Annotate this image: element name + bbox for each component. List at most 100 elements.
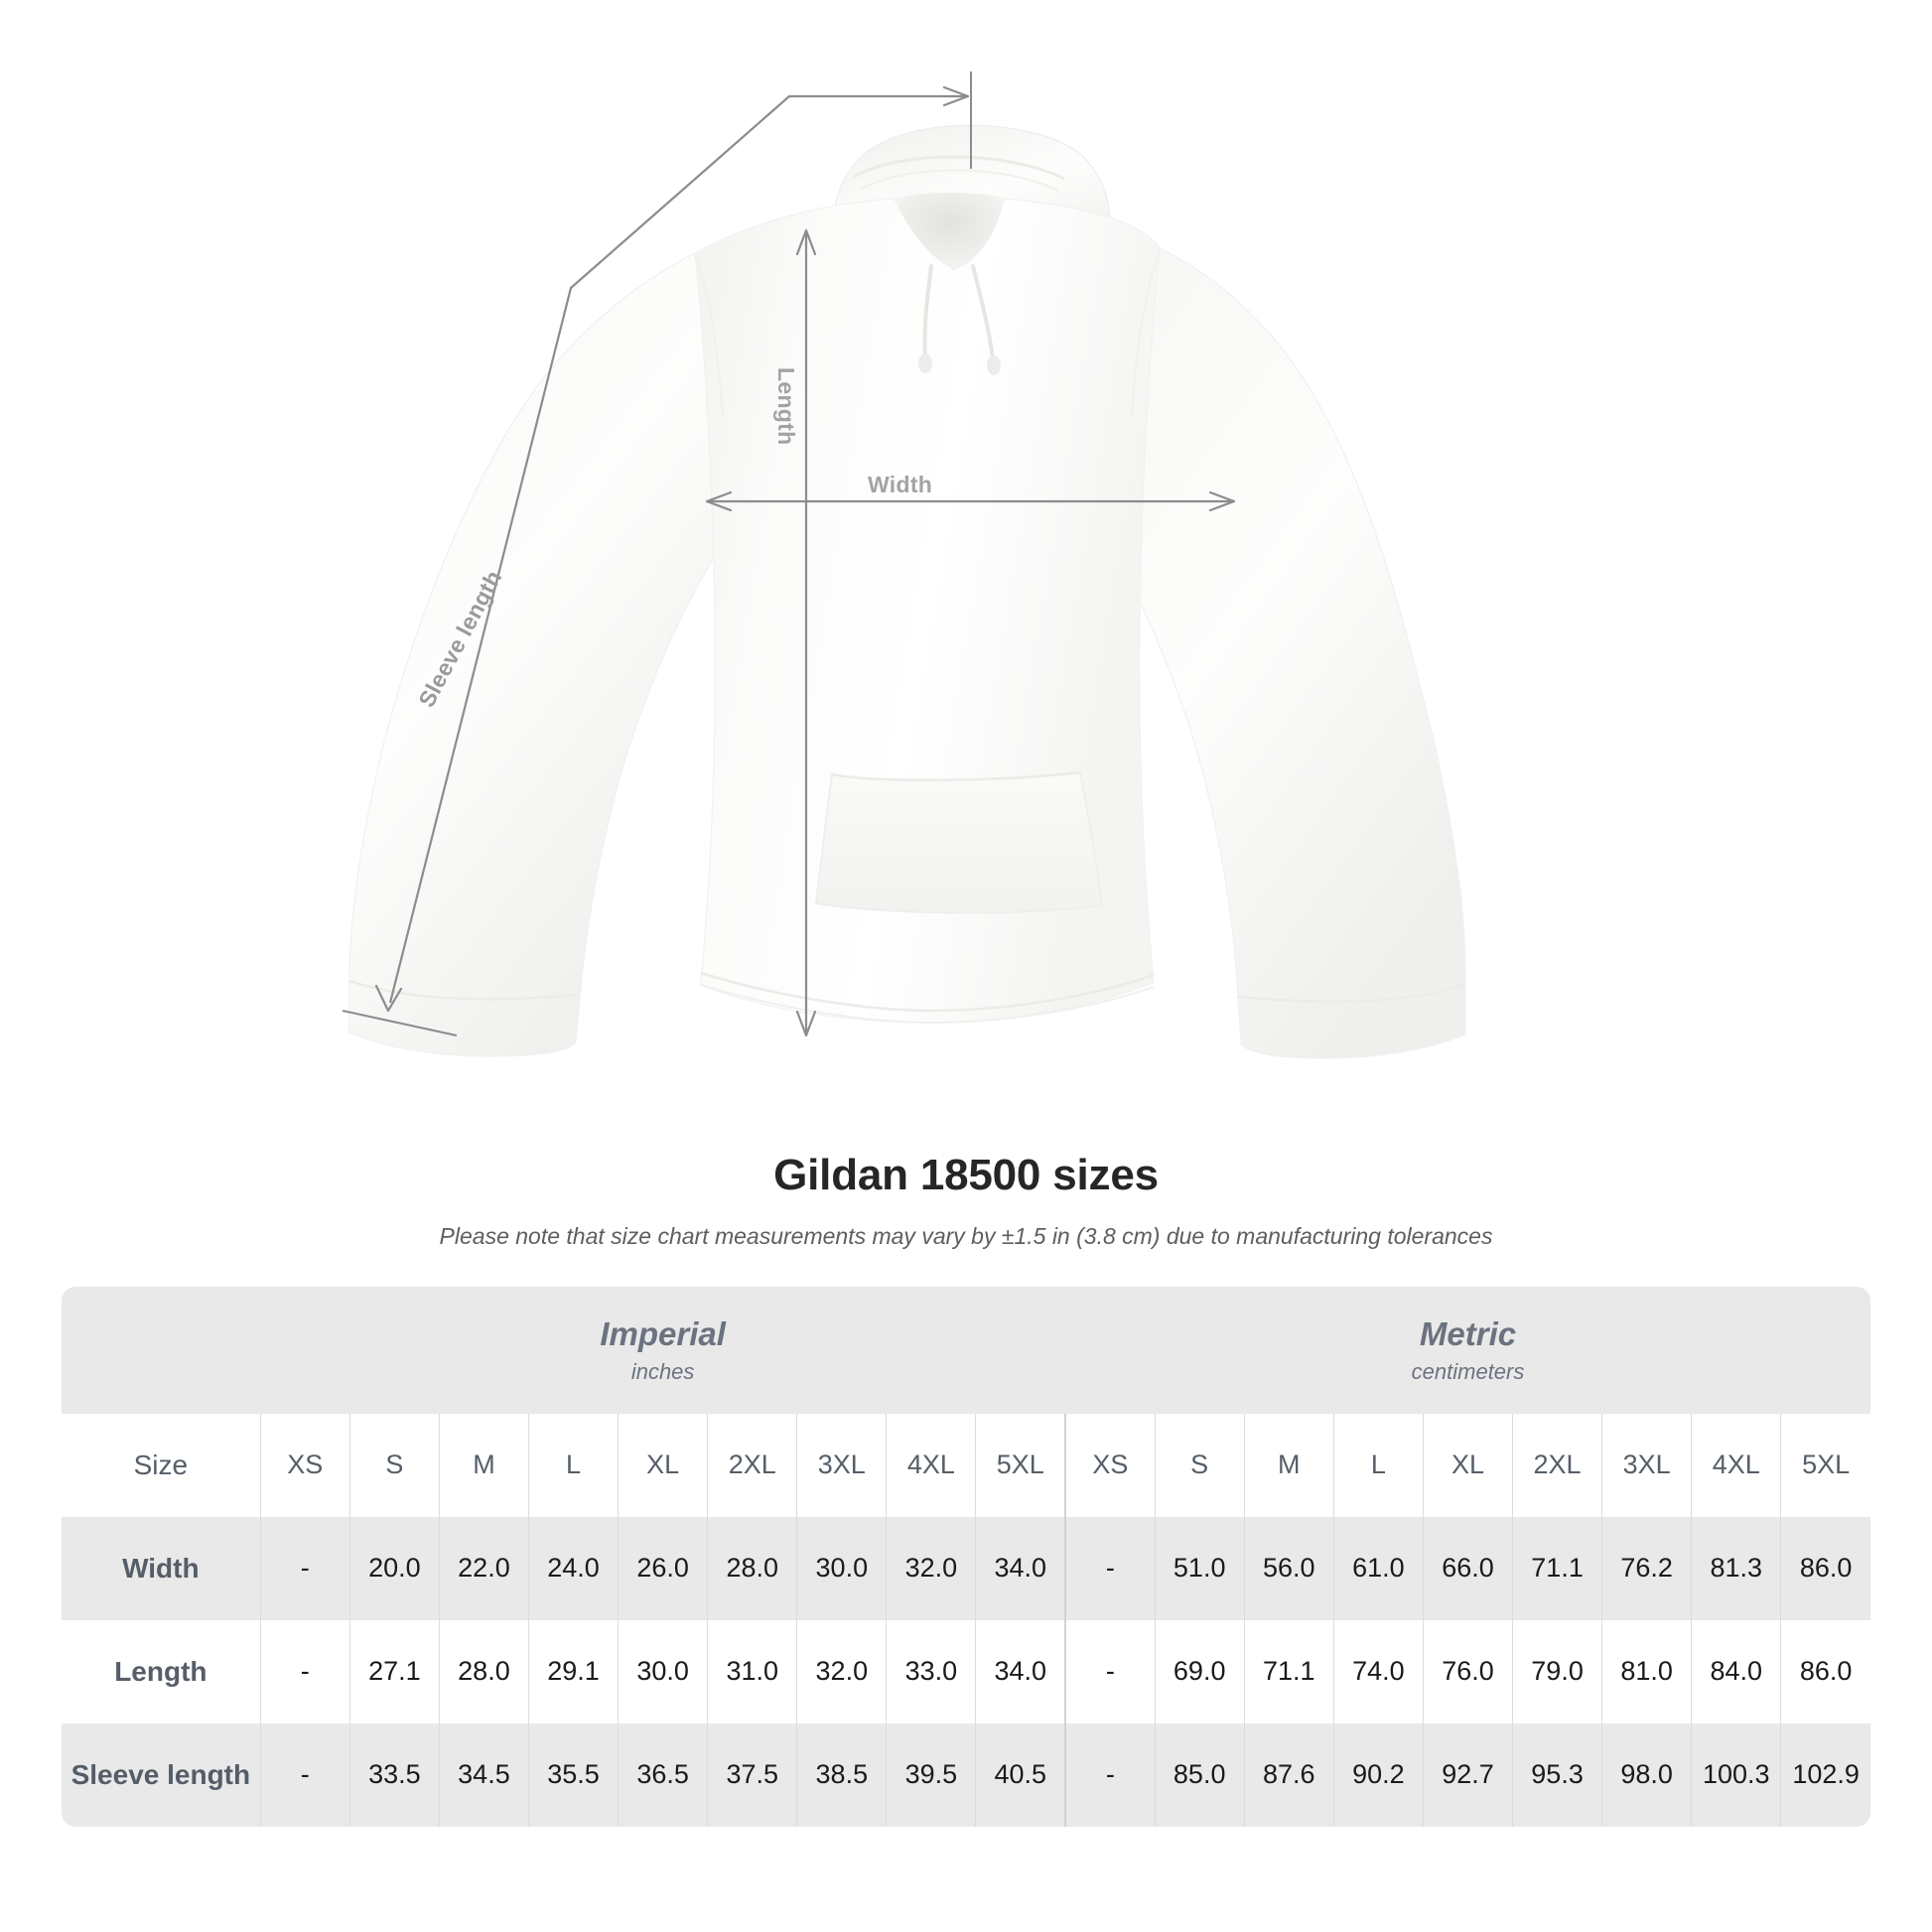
sleeve-tick-bottom (342, 1010, 458, 1036)
cell-length-metric-s: 69.0 (1154, 1619, 1245, 1724)
drawstring-right (971, 264, 995, 361)
hood-seam (853, 155, 1065, 181)
cell-sleeve-imperial-xl: 36.5 (618, 1723, 708, 1827)
unit-cell-imperial: Imperial inches (260, 1286, 1066, 1414)
header-imperial-s: S (348, 1413, 440, 1517)
cell-length-metric-m: 71.1 (1243, 1619, 1334, 1724)
cell-sleeve-metric-5xl: 102.9 (1780, 1723, 1870, 1827)
cell-sleeve-metric-s: 85.0 (1154, 1723, 1245, 1827)
header-metric-xs: XS (1064, 1413, 1156, 1517)
header-imperial-4xl: 4XL (886, 1413, 976, 1517)
hood-seam-inner (861, 169, 1059, 192)
unit-cell-metric: Metric centimeters (1065, 1286, 1870, 1414)
cell-width-imperial-4xl: 32.0 (886, 1516, 976, 1620)
hem-seam-lower (700, 984, 1155, 1025)
drawstring-tip-right (987, 355, 1001, 375)
cell-length-metric-5xl: 86.0 (1780, 1619, 1870, 1724)
header-metric-m: M (1243, 1413, 1334, 1517)
shoulder-seam-left (694, 253, 724, 418)
table-row-width: Width - 20.0 22.0 24.0 26.0 28.0 30.0 32… (62, 1516, 1870, 1620)
header-imperial-2xl: 2XL (707, 1413, 797, 1517)
cell-length-imperial-l: 29.1 (527, 1619, 619, 1724)
header-metric-xl: XL (1422, 1413, 1513, 1517)
header-imperial-xs: XS (259, 1413, 350, 1517)
cell-width-imperial-l: 24.0 (527, 1516, 619, 1620)
pocket-top-seam (831, 770, 1081, 781)
cell-length-imperial-4xl: 33.0 (886, 1619, 976, 1724)
unit-row-spacer (62, 1286, 261, 1414)
cell-length-imperial-3xl: 32.0 (796, 1619, 887, 1724)
cell-width-imperial-5xl: 34.0 (975, 1516, 1066, 1620)
size-chart-table: Imperial inches Metric centimeters Size … (62, 1286, 1870, 1827)
header-size-label: Size (62, 1413, 261, 1517)
header-imperial-m: M (438, 1413, 529, 1517)
right-sleeve (1109, 247, 1466, 1059)
cell-length-metric-4xl: 84.0 (1691, 1619, 1781, 1724)
cell-sleeve-imperial-4xl: 39.5 (886, 1723, 976, 1827)
header-imperial-xl: XL (618, 1413, 708, 1517)
header-metric-4xl: 4XL (1691, 1413, 1781, 1517)
cell-length-metric-2xl: 79.0 (1512, 1619, 1602, 1724)
drawstring-left (922, 264, 933, 359)
cell-width-metric-l: 61.0 (1332, 1516, 1424, 1620)
left-sleeve (348, 252, 726, 1057)
hem-seam (700, 971, 1155, 1013)
cell-length-metric-xs: - (1064, 1619, 1156, 1724)
width-annotation-label: Width (868, 472, 933, 497)
cell-sleeve-imperial-l: 35.5 (527, 1723, 619, 1827)
cell-sleeve-metric-xs: - (1064, 1723, 1156, 1827)
cell-length-imperial-s: 27.1 (348, 1619, 440, 1724)
cell-width-imperial-s: 20.0 (348, 1516, 440, 1620)
cell-length-imperial-5xl: 34.0 (975, 1619, 1066, 1724)
unit-sub-metric: centimeters (1411, 1358, 1525, 1384)
cell-width-metric-2xl: 71.1 (1512, 1516, 1602, 1620)
cell-width-metric-xs: - (1064, 1516, 1156, 1620)
header-imperial-l: L (527, 1413, 619, 1517)
cell-sleeve-metric-xl: 92.7 (1422, 1723, 1513, 1827)
cell-width-metric-m: 56.0 (1243, 1516, 1334, 1620)
cell-width-metric-3xl: 76.2 (1601, 1516, 1692, 1620)
cuff-seam-right (1236, 983, 1466, 1004)
cell-sleeve-metric-3xl: 98.0 (1601, 1723, 1692, 1827)
width-arrow-left (705, 490, 733, 512)
cell-sleeve-imperial-xs: - (259, 1723, 350, 1827)
cell-width-metric-s: 51.0 (1154, 1516, 1245, 1620)
cell-length-imperial-xs: - (259, 1619, 350, 1724)
cuff-seam-left (348, 979, 579, 1001)
cell-width-imperial-m: 22.0 (438, 1516, 529, 1620)
cell-sleeve-metric-2xl: 95.3 (1512, 1723, 1602, 1827)
row-label-width: Width (62, 1516, 261, 1620)
title-block: Gildan 18500 sizes Please note that size… (0, 1151, 1932, 1251)
sleeve-measure-line (388, 94, 965, 1004)
cell-width-metric-xl: 66.0 (1422, 1516, 1513, 1620)
header-metric-2xl: 2XL (1512, 1413, 1602, 1517)
unit-name-imperial: Imperial (600, 1315, 726, 1353)
length-arrow-top (795, 228, 817, 256)
cell-length-imperial-xl: 30.0 (618, 1619, 708, 1724)
page-title: Gildan 18500 sizes (773, 1151, 1159, 1199)
drawstring-tip-left (918, 353, 932, 373)
cell-width-imperial-xl: 26.0 (618, 1516, 708, 1620)
cell-sleeve-imperial-5xl: 40.5 (975, 1723, 1066, 1827)
cell-sleeve-imperial-m: 34.5 (438, 1723, 529, 1827)
header-imperial-3xl: 3XL (796, 1413, 887, 1517)
cell-sleeve-metric-l: 90.2 (1332, 1723, 1424, 1827)
header-metric-3xl: 3XL (1601, 1413, 1692, 1517)
cell-sleeve-imperial-3xl: 38.5 (796, 1723, 887, 1827)
header-imperial-5xl: 5XL (975, 1413, 1066, 1517)
hoodie-diagram: Length Width Sleeve length (342, 71, 1466, 1059)
cell-length-imperial-m: 28.0 (438, 1619, 529, 1724)
size-header-row: Size XS S M L XL 2XL 3XL 4XL 5XL XS S M … (62, 1413, 1870, 1517)
header-metric-s: S (1154, 1413, 1245, 1517)
row-label-sleeve-length: Sleeve length (62, 1723, 261, 1827)
cell-length-imperial-2xl: 31.0 (707, 1619, 797, 1724)
cell-width-imperial-xs: - (259, 1516, 350, 1620)
width-arrow-right (1208, 490, 1236, 512)
cell-width-metric-4xl: 81.3 (1691, 1516, 1781, 1620)
cell-width-metric-5xl: 86.0 (1780, 1516, 1870, 1620)
cell-length-metric-3xl: 81.0 (1601, 1619, 1692, 1724)
hoodie-illustration (348, 124, 1466, 1059)
cell-length-metric-l: 74.0 (1332, 1619, 1424, 1724)
sleeve-arrow-top (942, 85, 970, 107)
cell-width-imperial-3xl: 30.0 (796, 1516, 887, 1620)
